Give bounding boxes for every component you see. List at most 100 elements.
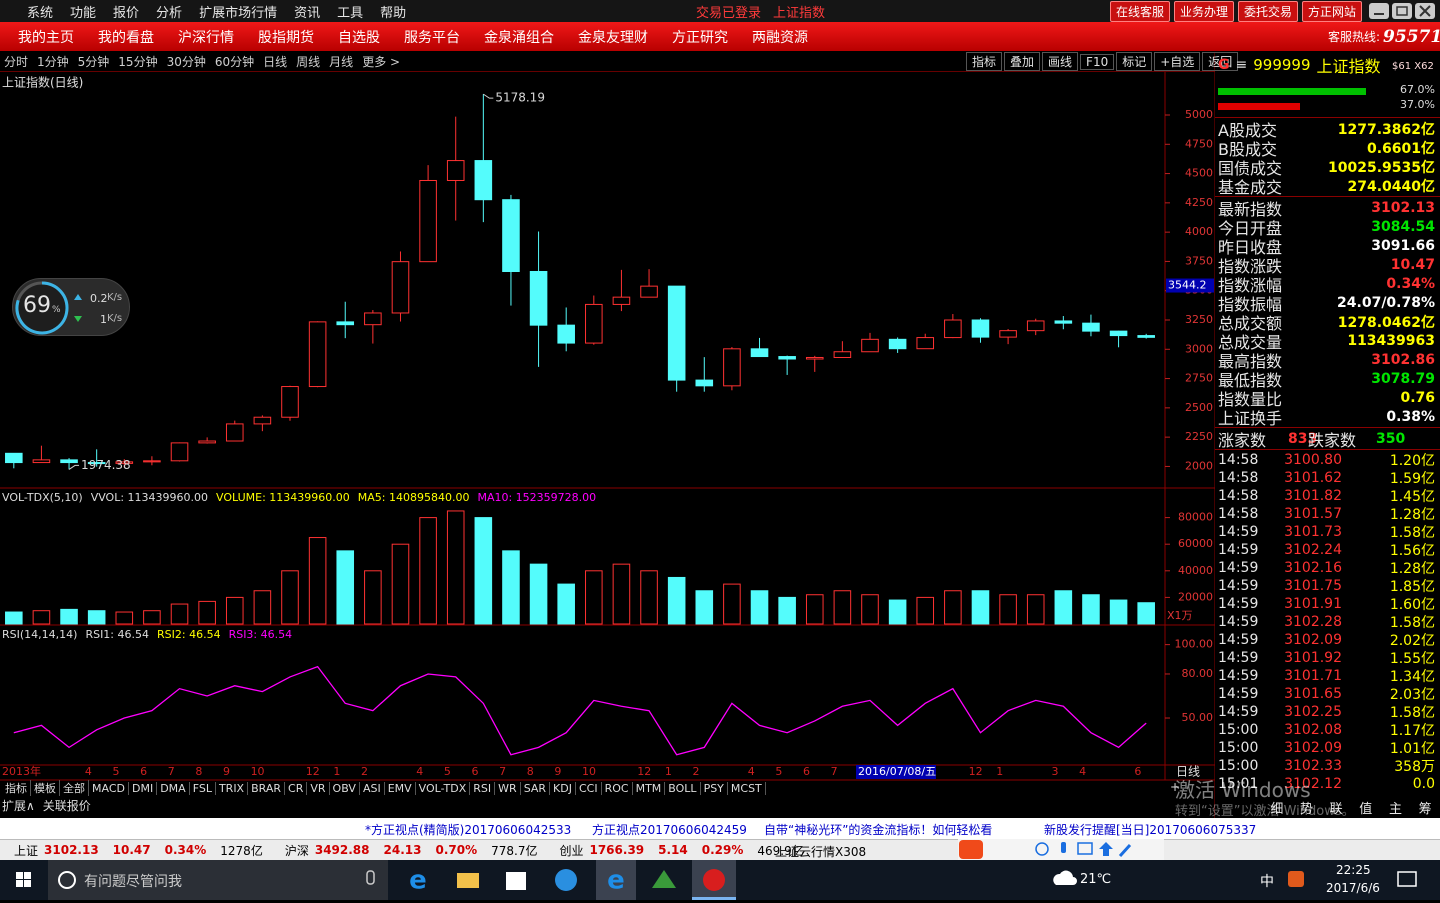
- tick-price: 3102.12: [1284, 776, 1342, 792]
- indicator-tab[interactable]: RSI: [470, 781, 496, 795]
- tick-price: 3101.73: [1284, 524, 1342, 540]
- menu-icon[interactable]: ≡: [1235, 57, 1248, 73]
- period-tab[interactable]: 日线: [263, 55, 288, 69]
- news-link[interactable]: 自带“神秘光环”的资金流指标！如何轻松看: [764, 823, 993, 837]
- ime[interactable]: 中: [1260, 874, 1274, 890]
- period-tab[interactable]: 5分钟: [77, 55, 110, 69]
- indicator-tab[interactable]: TRIX: [216, 781, 249, 795]
- indicator-tab[interactable]: BRAR: [248, 781, 286, 795]
- plus-button[interactable]: +: [1170, 780, 1181, 794]
- indicator-tab[interactable]: KDJ: [550, 781, 576, 795]
- indicator-tab[interactable]: 全部: [60, 780, 89, 796]
- quote-tab[interactable]: 势: [1299, 801, 1313, 817]
- indicator-tab[interactable]: ASI: [360, 781, 385, 795]
- x-tick-label: 5: [444, 765, 451, 778]
- top-button[interactable]: 方正网站: [1302, 0, 1363, 22]
- indicator-tab[interactable]: CCI: [576, 781, 602, 795]
- menu-item[interactable]: 功能: [70, 5, 97, 21]
- x-tick-label: 9: [554, 765, 561, 778]
- nav-item[interactable]: 金泉涌组合: [484, 29, 554, 46]
- indicator-tab[interactable]: DMA: [157, 781, 190, 795]
- quote-label: 国债成交: [1218, 158, 1283, 178]
- high-annotation: 5178.19: [495, 91, 545, 105]
- quote-row: 指数量比 0.76: [1218, 388, 1435, 409]
- candle-body: [971, 319, 990, 338]
- nav-item[interactable]: 自选股: [338, 29, 380, 46]
- tool-button[interactable]: 画线: [1042, 52, 1079, 71]
- top-button[interactable]: 业务办理: [1174, 0, 1235, 22]
- tool-button[interactable]: 返回: [1202, 52, 1239, 71]
- indicator-tab[interactable]: BOLL: [665, 781, 701, 795]
- menu-item[interactable]: 报价: [113, 5, 140, 21]
- news-link[interactable]: 方正视点20170606042459: [592, 823, 747, 837]
- indicator-tab[interactable]: WR: [495, 781, 521, 795]
- bottom-tab[interactable]: 关联报价: [42, 798, 91, 813]
- indicator-tab[interactable]: MCST: [728, 781, 766, 795]
- tick-price: 3102.24: [1284, 542, 1342, 558]
- tool-button[interactable]: +自选: [1154, 52, 1201, 71]
- period-tab[interactable]: 周线: [296, 55, 321, 69]
- indicator-tab[interactable]: SAR: [521, 781, 551, 795]
- menu-item[interactable]: 资讯: [294, 5, 321, 21]
- indicator-tab[interactable]: EMV: [385, 781, 416, 795]
- indicator-tab[interactable]: MTM: [633, 781, 666, 795]
- volume-bar: [281, 570, 299, 625]
- nav-item[interactable]: 两融资源: [752, 29, 808, 46]
- quote-row: 今日开盘 3084.54: [1218, 217, 1435, 238]
- period-tab[interactable]: 30分钟: [166, 55, 206, 69]
- tool-button[interactable]: 指标: [966, 52, 1003, 71]
- top-button[interactable]: 委托交易: [1238, 0, 1299, 22]
- top-button[interactable]: 在线客服: [1110, 0, 1171, 22]
- gauge-value: 69: [23, 293, 51, 318]
- indicator-tab[interactable]: PSY: [701, 781, 728, 795]
- nav-item[interactable]: 我的主页: [18, 29, 74, 46]
- quote-tab[interactable]: 筹: [1418, 801, 1432, 817]
- nav-item[interactable]: 金泉友理财: [578, 29, 648, 46]
- period-tab[interactable]: 月线: [329, 55, 354, 69]
- svg-text:e: e: [409, 866, 427, 896]
- period-tab[interactable]: 分时: [4, 55, 29, 69]
- indicator-tab[interactable]: DMI: [129, 781, 158, 795]
- indicator-tab[interactable]: 指标: [2, 780, 31, 796]
- menu-item[interactable]: 分析: [156, 5, 183, 21]
- candle-body: [474, 160, 493, 201]
- nav-item[interactable]: 沪深行情: [178, 29, 234, 46]
- indicator-tab[interactable]: 模板: [31, 780, 60, 796]
- indicator-tab[interactable]: OBV: [330, 781, 360, 795]
- indicator-tab[interactable]: VOL-TDX: [416, 781, 471, 795]
- period-tab[interactable]: 1分钟: [37, 55, 69, 69]
- quote-tab[interactable]: 主: [1388, 801, 1402, 817]
- nav-item[interactable]: 方正研究: [672, 29, 728, 46]
- indicator-tab[interactable]: CR: [285, 781, 308, 795]
- tick-time: 14:59: [1218, 704, 1259, 720]
- hotline-label: 客服热线:: [1328, 30, 1381, 44]
- indicator-tab[interactable]: MACD: [89, 781, 129, 795]
- menu-item[interactable]: 帮助: [380, 5, 407, 21]
- quote-tab[interactable]: 细: [1270, 801, 1284, 817]
- quote-tab[interactable]: 联: [1329, 801, 1343, 817]
- indicator-tab[interactable]: FSL: [190, 781, 216, 795]
- news-link[interactable]: 新股发行提醒[当日]20170606075337: [1044, 823, 1257, 837]
- bottom-tab[interactable]: 扩展∧: [2, 798, 35, 813]
- tool-button[interactable]: 叠加: [1004, 52, 1041, 71]
- nav-item[interactable]: 股指期货: [258, 29, 314, 46]
- nav-item[interactable]: 服务平台: [404, 29, 460, 46]
- period-tab[interactable]: 15分钟: [118, 55, 158, 69]
- tool-button[interactable]: 标记: [1116, 52, 1153, 71]
- menu-item[interactable]: 系统: [27, 5, 54, 21]
- indicator-tab[interactable]: VR: [307, 781, 330, 795]
- indicator-tab[interactable]: ROC: [602, 781, 633, 795]
- volume-bar: [750, 590, 769, 625]
- menu-item[interactable]: 工具: [337, 5, 364, 21]
- volume-bar: [225, 596, 244, 625]
- menu-item[interactable]: 扩展市场行情: [199, 5, 278, 21]
- news-link[interactable]: *方正视点(精简版)20170606042533: [365, 823, 572, 837]
- nav-item[interactable]: 我的看盘: [98, 29, 154, 46]
- period-tab[interactable]: 60分钟: [214, 55, 255, 69]
- period-tab[interactable]: 更多 >: [362, 55, 401, 69]
- window-buttons[interactable]: [1368, 2, 1438, 20]
- tool-button[interactable]: F10: [1080, 53, 1115, 70]
- search-box[interactable]: 有问题尽管问我: [84, 874, 182, 890]
- quote-tab[interactable]: 值: [1359, 801, 1373, 817]
- quote-value: 3102.13: [1371, 199, 1435, 216]
